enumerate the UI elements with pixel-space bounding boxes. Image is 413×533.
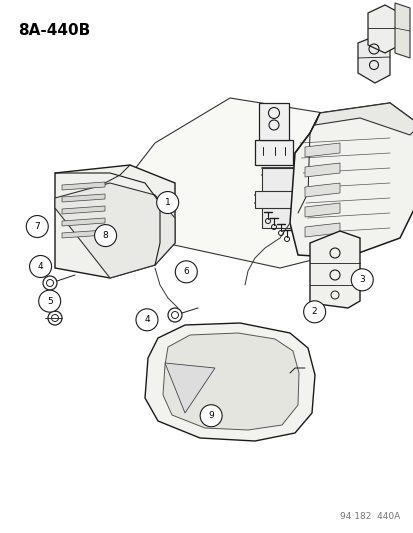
Circle shape xyxy=(135,309,158,331)
Polygon shape xyxy=(304,163,339,177)
Circle shape xyxy=(350,269,373,291)
Polygon shape xyxy=(367,5,399,53)
Polygon shape xyxy=(55,165,175,278)
Text: 2: 2 xyxy=(311,308,317,316)
Text: 8A-440B: 8A-440B xyxy=(18,23,90,38)
Polygon shape xyxy=(314,103,413,135)
Text: 4: 4 xyxy=(38,262,43,271)
Text: 8: 8 xyxy=(102,231,108,240)
Text: 3: 3 xyxy=(358,276,364,284)
Polygon shape xyxy=(62,194,105,202)
Circle shape xyxy=(175,261,197,283)
Polygon shape xyxy=(254,191,314,208)
Polygon shape xyxy=(259,103,288,140)
Circle shape xyxy=(29,255,52,278)
Circle shape xyxy=(38,290,61,312)
Text: 1: 1 xyxy=(164,198,170,207)
Polygon shape xyxy=(304,223,339,237)
Text: 6: 6 xyxy=(183,268,189,276)
Circle shape xyxy=(94,224,116,247)
Polygon shape xyxy=(254,140,292,165)
Polygon shape xyxy=(304,203,339,217)
Polygon shape xyxy=(55,183,175,278)
Polygon shape xyxy=(163,333,298,430)
Polygon shape xyxy=(304,183,339,197)
Circle shape xyxy=(156,191,178,214)
Polygon shape xyxy=(357,35,389,83)
Polygon shape xyxy=(120,98,399,268)
Polygon shape xyxy=(309,231,359,308)
Text: 7: 7 xyxy=(34,222,40,231)
Text: 9: 9 xyxy=(208,411,214,420)
Polygon shape xyxy=(165,363,214,413)
Polygon shape xyxy=(261,168,301,228)
Polygon shape xyxy=(62,218,105,226)
Circle shape xyxy=(26,215,48,238)
Text: 94 182  440A: 94 182 440A xyxy=(339,512,399,521)
Text: 4: 4 xyxy=(144,316,150,324)
Polygon shape xyxy=(62,206,105,214)
Polygon shape xyxy=(145,323,314,441)
Polygon shape xyxy=(394,3,409,58)
Circle shape xyxy=(303,301,325,323)
Polygon shape xyxy=(289,103,413,258)
Polygon shape xyxy=(304,143,339,157)
Polygon shape xyxy=(62,230,105,238)
Circle shape xyxy=(199,405,222,427)
Text: 5: 5 xyxy=(47,297,52,305)
Polygon shape xyxy=(62,182,105,190)
